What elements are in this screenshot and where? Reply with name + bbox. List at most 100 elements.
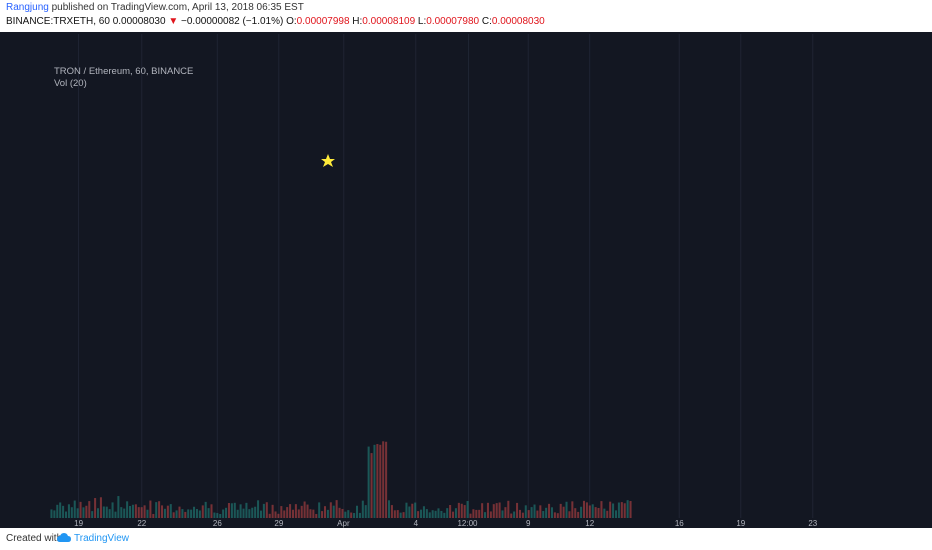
volume-bar (335, 500, 338, 518)
volume-bar (99, 497, 102, 518)
volume-bar (367, 446, 370, 518)
volume-bar (291, 509, 295, 518)
volume-bar (329, 502, 332, 518)
volume-bar (425, 509, 428, 518)
volume-bar (131, 504, 134, 518)
volume-bar (280, 506, 283, 518)
volume-bar (443, 512, 446, 518)
volume-bar (417, 511, 420, 518)
volume-bar (524, 505, 527, 518)
volume-bar (507, 500, 510, 518)
volume-bar (207, 508, 210, 518)
volume-bar (254, 506, 257, 518)
volume-bar (268, 513, 271, 518)
volume-bar (486, 502, 489, 518)
volume-bar (521, 512, 524, 518)
volume-bar (140, 507, 143, 518)
volume-bar (126, 501, 129, 518)
x-tick-label: 19 (736, 519, 745, 528)
volume-bar (152, 513, 155, 518)
volume-bar (111, 502, 114, 518)
volume-bar (271, 504, 274, 518)
volume-bar (245, 502, 248, 518)
volume-bar (466, 500, 469, 518)
volume-bar (582, 500, 586, 518)
x-tick-label: 12 (585, 519, 594, 528)
volume-bar (181, 509, 184, 518)
chart-area[interactable]: 0.000050000.000050000.000055000.00005500… (0, 32, 932, 528)
high-value: 0.00008109 (362, 16, 416, 27)
volume-bar (411, 503, 414, 518)
volume-bar (361, 500, 364, 518)
volume-bar (617, 502, 620, 518)
volume-bar (283, 510, 286, 518)
volume-bar (565, 501, 568, 518)
volume-bar (56, 504, 59, 518)
x-tick-label: 22 (137, 519, 146, 528)
volume-bar (114, 511, 117, 518)
volume-bar (481, 503, 484, 518)
price-chart[interactable]: 0.000050000.000050000.000055000.00005500… (0, 32, 932, 528)
volume-bar (286, 507, 289, 518)
volume-bar (204, 501, 207, 518)
volume-bar (405, 502, 408, 518)
volume-bar (79, 501, 82, 518)
volume-bar (475, 509, 478, 518)
volume-bar (382, 441, 385, 518)
chart-header: Rangjung published on TradingView.com, A… (0, 0, 932, 32)
volume-bar (518, 509, 521, 518)
volume-bar (463, 505, 466, 518)
volume-bar (373, 444, 376, 518)
volume-bar (120, 507, 123, 518)
x-tick-label: 4 (414, 519, 419, 528)
volume-bar (600, 501, 603, 518)
volume-bar (606, 510, 609, 518)
volume-bar (588, 505, 591, 518)
volume-bar (609, 501, 612, 518)
volume-bar (315, 513, 318, 518)
volume-bar (530, 507, 533, 518)
volume-bar (469, 513, 472, 518)
volume-bar (187, 509, 190, 518)
volume-bar (59, 502, 62, 518)
volume-bar (85, 505, 88, 518)
volume-bar (603, 508, 606, 518)
volume-bar (213, 512, 216, 518)
volume-bar (67, 504, 70, 518)
volume-bar (545, 507, 548, 518)
volume-bar (193, 506, 196, 518)
volume-bar (446, 508, 449, 518)
volume-bar (242, 508, 245, 518)
volume-bar (236, 509, 239, 518)
volume-bar (420, 509, 423, 518)
volume-bar (472, 509, 475, 518)
x-tick-label: 19 (74, 519, 83, 528)
volume-bar (457, 502, 460, 518)
volume-bar (431, 510, 434, 518)
tradingview-link[interactable]: TradingView (74, 533, 130, 544)
close-label: C: (481, 16, 492, 27)
volume-bar (146, 509, 149, 518)
volume-bar (489, 511, 492, 518)
volume-bar (332, 505, 335, 518)
volume-bar (233, 502, 236, 518)
volume-bar (597, 507, 600, 518)
volume-bar (222, 509, 225, 518)
x-tick-label: 26 (213, 519, 222, 528)
volume-bar (300, 505, 303, 518)
volume-bar (91, 511, 94, 518)
volume-bar (542, 511, 545, 518)
volume-bar (163, 508, 166, 518)
volume-bar (591, 504, 594, 518)
volume-bar (102, 506, 105, 518)
author-link[interactable]: Rangjung (6, 2, 49, 13)
volume-bar (396, 510, 399, 518)
volume-bar (358, 512, 361, 518)
volume-bar (449, 505, 452, 518)
volume-bar (216, 513, 219, 518)
volume-bar (137, 507, 140, 518)
volume-bar (594, 507, 597, 518)
volume-bar (303, 501, 306, 518)
volume-bar (501, 510, 504, 518)
volume-bar (580, 506, 583, 518)
